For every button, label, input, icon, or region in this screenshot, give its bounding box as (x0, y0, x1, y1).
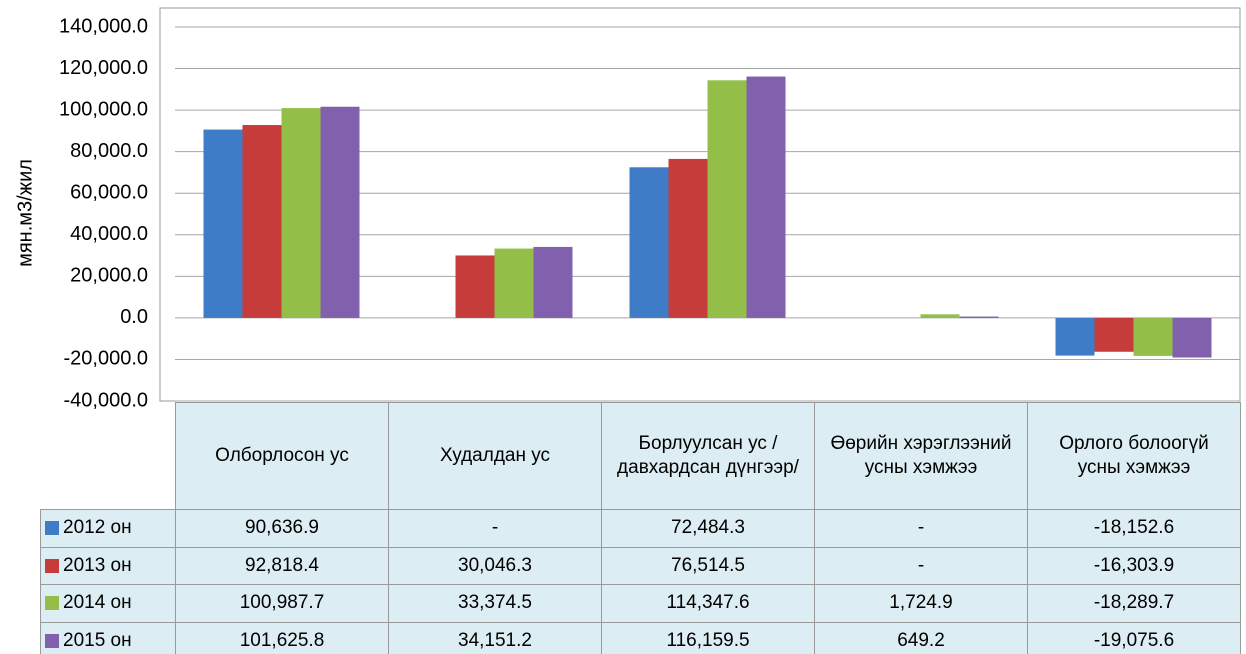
bar (920, 314, 960, 318)
bar (1172, 317, 1212, 358)
legend-entry: 2012 он (40, 509, 176, 548)
legend-label: 2014 он (63, 592, 132, 614)
y-tick-label: 20,000.0 (70, 265, 148, 287)
category-label: Орлого болоогүй усны хэмжээ (1027, 402, 1241, 510)
bar (707, 80, 747, 318)
data-label: -18,152.6 (1027, 509, 1241, 548)
data-label: 1,724.9 (814, 584, 1028, 623)
data-label: -16,303.9 (1027, 546, 1241, 585)
legend-entry: 2014 он (40, 584, 176, 623)
y-tick-label: 140,000.0 (59, 15, 148, 37)
y-tick-label: -40,000.0 (63, 389, 148, 411)
y-tick-label: 100,000.0 (59, 98, 148, 120)
data-label: - (814, 509, 1028, 548)
bar (668, 158, 708, 318)
legend-key (45, 596, 59, 611)
bar (281, 108, 321, 318)
data-label: - (814, 546, 1028, 585)
data-label: 114,347.6 (601, 584, 815, 623)
category-label: Өөрийн хэрэглээний усны хэмжээ (814, 402, 1028, 510)
legend-key (45, 521, 59, 536)
y-tick-label: 0.0 (120, 306, 148, 328)
data-label: 116,159.5 (601, 621, 815, 654)
data-label: - (388, 509, 602, 548)
bar (746, 76, 786, 318)
y-tick-label: -20,000.0 (63, 348, 148, 370)
y-axis-label: мян.м3/жил (14, 159, 36, 267)
legend-entry: 2013 он (40, 546, 176, 585)
data-label: 100,987.7 (175, 584, 389, 623)
data-label: 101,625.8 (175, 621, 389, 654)
category-label: Борлуулсан ус /давхардсан дүнгээр/ (601, 402, 815, 510)
data-label: 34,151.2 (388, 621, 602, 654)
legend-label: 2013 он (63, 554, 132, 576)
data-label: 33,374.5 (388, 584, 602, 623)
data-label: 72,484.3 (601, 509, 815, 548)
y-tick-label: 40,000.0 (70, 223, 148, 245)
bar (629, 167, 669, 318)
data-label: 649.2 (814, 621, 1028, 654)
bar (203, 129, 243, 318)
legend-label: 2012 он (63, 517, 132, 539)
data-label: -19,075.6 (1027, 621, 1241, 654)
category-label: Олборлосон ус (175, 402, 389, 510)
category-label: Худалдан ус (388, 402, 602, 510)
data-label: -18,289.7 (1027, 584, 1241, 623)
y-tick-label: 120,000.0 (59, 57, 148, 79)
data-label: 92,818.4 (175, 546, 389, 585)
y-tick-label: 60,000.0 (70, 182, 148, 204)
legend-entry: 2015 он (40, 621, 176, 654)
data-label: 90,636.9 (175, 509, 389, 548)
bar (1133, 317, 1173, 356)
bar (1094, 317, 1134, 352)
y-tick-label: 80,000.0 (70, 140, 148, 162)
bar (320, 106, 360, 318)
bar (494, 248, 534, 318)
legend-label: 2015 он (63, 629, 132, 651)
bar (455, 255, 495, 318)
data-label: 30,046.3 (388, 546, 602, 585)
bar (242, 125, 282, 318)
legend-key (45, 558, 59, 573)
bar (533, 246, 573, 318)
data-label: 76,514.5 (601, 546, 815, 585)
bar (1055, 317, 1095, 356)
bar (959, 316, 999, 318)
legend-key (45, 633, 59, 648)
